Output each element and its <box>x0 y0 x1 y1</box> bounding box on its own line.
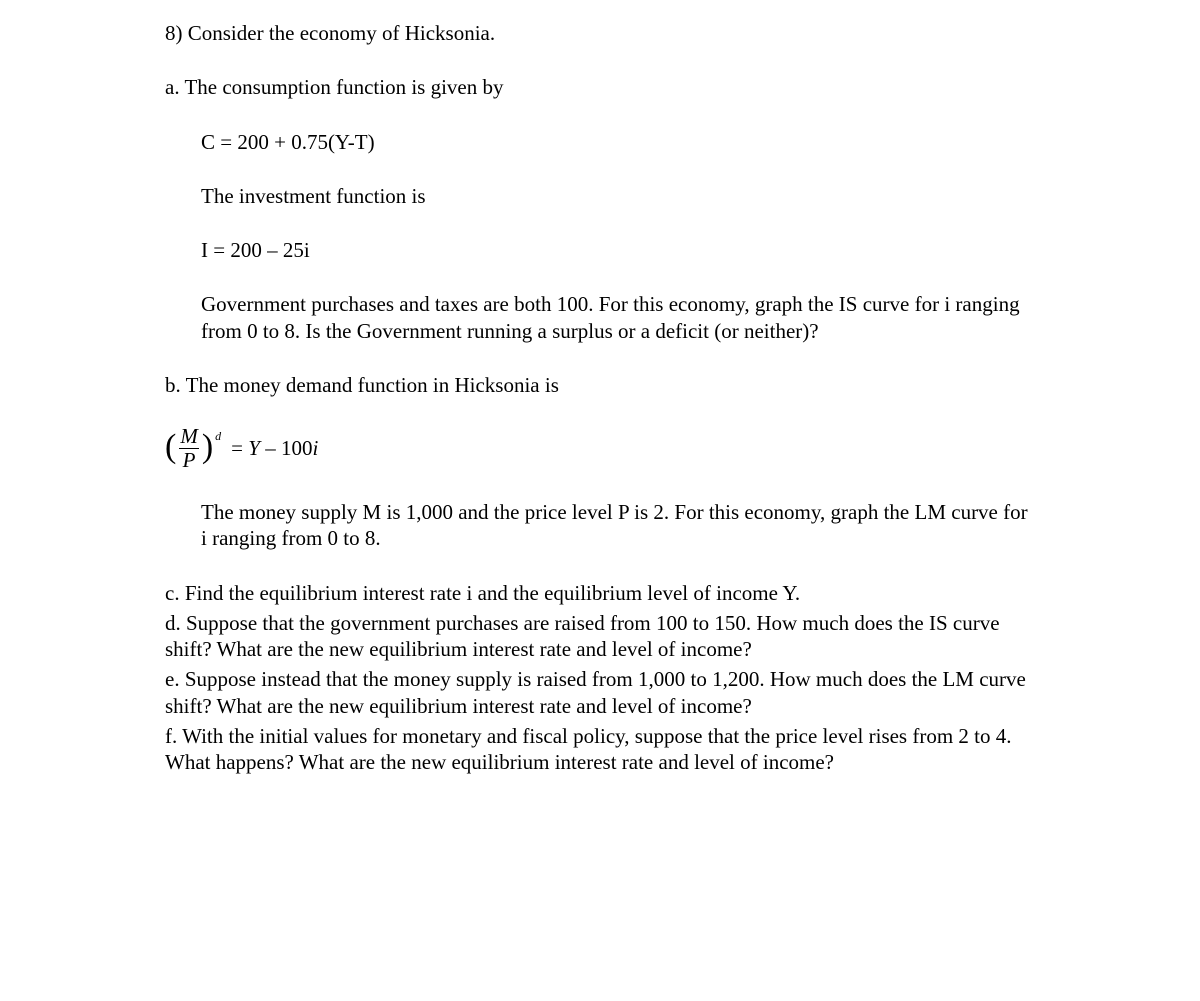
q8b-intro: b. The money demand function in Hicksoni… <box>165 372 1035 398</box>
q8a-eq-c: C = 200 + 0.75(Y-T) <box>165 129 1035 155</box>
q8a-eq-i: I = 200 – 25i <box>165 237 1035 263</box>
q8a-body: Government purchases and taxes are both … <box>165 291 1035 344</box>
q8a-intro: a. The consumption function is given by <box>165 74 1035 100</box>
q8b-formula: ( M P ) d = Y – 100i <box>165 426 1035 471</box>
formula-rhs: = Y – 100i <box>231 435 318 461</box>
q8-title: 8) Consider the economy of Hicksonia. <box>165 20 1035 46</box>
fraction: M P <box>178 426 200 471</box>
eq-sign: = <box>231 436 248 460</box>
minus-100: – 100 <box>260 436 313 460</box>
var-Y: Y <box>248 436 260 460</box>
var-i: i <box>312 436 318 460</box>
superscript-d: d <box>215 429 221 444</box>
q8a-inv-label: The investment function is <box>165 183 1035 209</box>
page: 8) Consider the economy of Hicksonia. a.… <box>0 0 1200 775</box>
rparen: ) <box>202 430 213 464</box>
numerator: M <box>178 426 200 448</box>
lparen: ( <box>165 430 176 464</box>
denominator: P <box>179 448 200 471</box>
q8e: e. Suppose instead that the money supply… <box>165 666 1035 719</box>
q8c: c. Find the equilibrium interest rate i … <box>165 580 1035 606</box>
q8f: f. With the initial values for monetary … <box>165 723 1035 776</box>
q8b-body: The money supply M is 1,000 and the pric… <box>165 499 1035 552</box>
q8d: d. Suppose that the government purchases… <box>165 610 1035 663</box>
